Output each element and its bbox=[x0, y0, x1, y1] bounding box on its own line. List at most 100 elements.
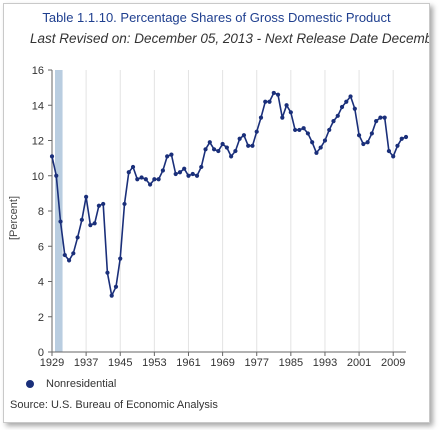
chart-frame: Table 1.1.10. Percentage Shares of Gross… bbox=[3, 3, 430, 423]
data-point-2000 bbox=[352, 106, 357, 111]
data-point-1966 bbox=[207, 140, 212, 145]
data-point-1957 bbox=[169, 152, 174, 157]
data-point-1932 bbox=[62, 252, 67, 258]
x-tick-label-1945: 1945 bbox=[108, 357, 132, 369]
data-point-1979 bbox=[263, 99, 268, 104]
y-tick-label-12: 12 bbox=[32, 136, 44, 148]
data-point-1982 bbox=[275, 92, 281, 97]
data-point-2005 bbox=[374, 119, 379, 124]
series-layer bbox=[49, 90, 409, 298]
chart-grid bbox=[51, 70, 394, 352]
x-tick-labels: 1929 1937 1945 1953 1961 1969 1977 1985 1993 2001… bbox=[40, 357, 406, 369]
data-point-1986 bbox=[293, 127, 298, 133]
y-tick-label-6: 6 bbox=[38, 241, 44, 253]
y-tick-label-10: 10 bbox=[32, 171, 44, 183]
data-point-1994 bbox=[327, 127, 332, 133]
y-tick-label-2: 2 bbox=[38, 312, 44, 324]
data-point-1968 bbox=[216, 148, 221, 154]
data-point-1941 bbox=[101, 201, 106, 207]
data-point-1977 bbox=[254, 129, 259, 134]
data-point-1935 bbox=[75, 235, 80, 240]
data-point-2007 bbox=[382, 115, 387, 120]
x-tick-label-1937: 1937 bbox=[74, 357, 98, 369]
y-tick-label-8: 8 bbox=[38, 206, 44, 218]
y-tick-label-14: 14 bbox=[32, 100, 44, 112]
data-point-1934 bbox=[71, 251, 76, 256]
data-point-1981 bbox=[271, 90, 276, 96]
data-point-1987 bbox=[297, 127, 302, 133]
data-point-1985 bbox=[288, 110, 293, 115]
data-point-1972 bbox=[233, 148, 238, 154]
x-tick-label-1969: 1969 bbox=[210, 357, 234, 369]
data-point-1955 bbox=[160, 168, 165, 173]
data-point-1963 bbox=[194, 173, 200, 178]
data-point-1973 bbox=[237, 136, 242, 141]
data-point-1938 bbox=[88, 223, 93, 228]
data-point-1951 bbox=[143, 177, 148, 182]
series-line-nonresidential bbox=[51, 92, 407, 297]
data-point-1940 bbox=[96, 203, 102, 208]
y-tick-label-0: 0 bbox=[38, 347, 44, 359]
data-point-1992 bbox=[318, 145, 323, 150]
x-tick-label-1977: 1977 bbox=[244, 357, 268, 369]
data-point-1990 bbox=[310, 140, 315, 145]
data-point-1975 bbox=[246, 143, 251, 148]
data-point-1959 bbox=[177, 170, 183, 175]
data-point-1937 bbox=[84, 194, 89, 199]
data-point-2012 bbox=[403, 134, 409, 140]
data-point-1995 bbox=[331, 119, 336, 124]
data-point-1978 bbox=[258, 115, 264, 120]
data-point-1980 bbox=[267, 99, 272, 104]
data-point-1945 bbox=[118, 256, 123, 261]
data-point-1952 bbox=[147, 182, 153, 187]
legend[interactable]: Nonresidential bbox=[26, 377, 116, 391]
data-point-2009 bbox=[391, 154, 396, 159]
x-tick-label-1961: 1961 bbox=[176, 357, 200, 369]
data-point-2001 bbox=[356, 133, 362, 138]
data-point-1950 bbox=[139, 175, 144, 180]
data-point-1989 bbox=[305, 131, 311, 136]
data-point-1954 bbox=[156, 177, 161, 182]
data-point-1942 bbox=[105, 270, 110, 275]
data-point-1931 bbox=[58, 219, 63, 224]
data-point-1929 bbox=[49, 154, 55, 159]
data-point-1969 bbox=[220, 141, 225, 147]
data-point-1974 bbox=[241, 133, 247, 138]
data-point-1947 bbox=[126, 170, 131, 175]
legend-marker-icon bbox=[26, 380, 34, 388]
data-point-1961 bbox=[186, 173, 191, 178]
x-tick-label-1993: 1993 bbox=[313, 357, 337, 369]
data-point-1967 bbox=[211, 147, 217, 152]
data-point-1933 bbox=[66, 258, 72, 263]
data-point-2002 bbox=[361, 141, 366, 147]
data-point-1964 bbox=[199, 164, 204, 170]
data-point-1953 bbox=[152, 177, 157, 182]
data-point-1958 bbox=[173, 171, 178, 177]
y-tick-labels: 0 2 4 6 8 10 12 14 16 bbox=[32, 65, 44, 359]
data-point-1976 bbox=[250, 143, 255, 148]
data-point-1999 bbox=[348, 94, 353, 99]
data-point-2010 bbox=[395, 143, 400, 148]
y-axis-label: [Percent] bbox=[8, 196, 20, 240]
data-point-1930 bbox=[54, 173, 59, 178]
x-tick-label-2001: 2001 bbox=[347, 357, 371, 369]
data-point-1960 bbox=[182, 166, 187, 171]
data-point-1962 bbox=[190, 171, 195, 177]
data-point-1983 bbox=[280, 115, 285, 120]
y-tick-label-16: 16 bbox=[32, 65, 44, 77]
chart-title: Table 1.1.10. Percentage Shares of Gross… bbox=[42, 10, 391, 25]
chart-axes bbox=[48, 69, 406, 356]
data-point-1996 bbox=[335, 113, 340, 118]
source-note: Source: U.S. Bureau of Economic Analysis bbox=[10, 399, 218, 411]
data-point-1936 bbox=[79, 217, 84, 222]
data-point-2006 bbox=[378, 115, 383, 120]
x-tick-label-1953: 1953 bbox=[142, 357, 166, 369]
data-point-1988 bbox=[301, 126, 306, 131]
data-point-1984 bbox=[284, 103, 289, 108]
data-point-1946 bbox=[122, 201, 127, 207]
data-point-1965 bbox=[203, 147, 208, 152]
data-point-1970 bbox=[224, 145, 229, 150]
x-tick-label-2009: 2009 bbox=[381, 357, 405, 369]
data-point-1944 bbox=[113, 284, 119, 289]
